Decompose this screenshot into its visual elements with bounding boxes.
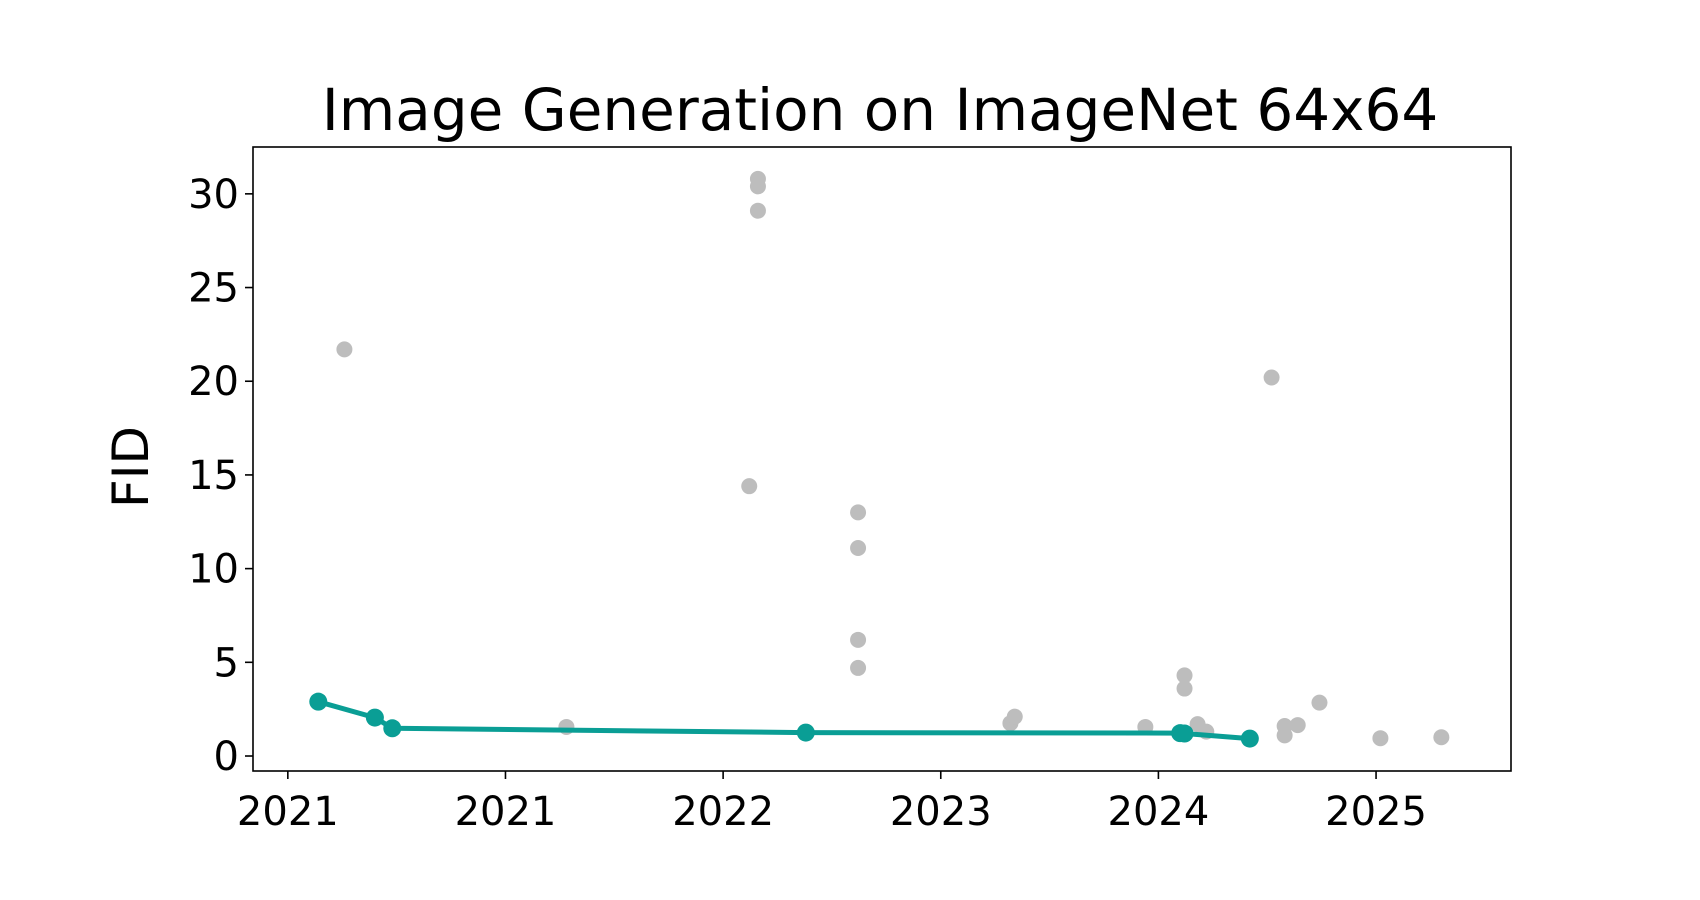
- y-axis-label: FID: [102, 426, 160, 508]
- frontier-point: [383, 719, 402, 738]
- scatter-point: [1176, 667, 1193, 684]
- y-tick-label: 10: [188, 547, 239, 593]
- y-tick-label: 30: [188, 172, 239, 218]
- scatter-point: [1311, 694, 1328, 711]
- scatter-point: [850, 540, 867, 557]
- scatter-point: [741, 478, 758, 495]
- scatter-point: [336, 341, 353, 358]
- scatter-point: [1263, 369, 1280, 386]
- x-tick-label: 2024: [1108, 789, 1210, 835]
- scatter-point: [850, 631, 867, 648]
- y-tick-label: 15: [188, 453, 239, 499]
- frontier-point: [365, 708, 384, 727]
- x-tick-label: 2022: [672, 789, 774, 835]
- scatter-point: [850, 659, 867, 676]
- y-tick-label: 20: [188, 359, 239, 405]
- x-tick-label: 2025: [1325, 789, 1427, 835]
- data-marks: [309, 170, 1450, 748]
- scatter-point: [1372, 730, 1389, 747]
- scatter-point: [1276, 727, 1293, 744]
- scatter-point: [1006, 708, 1023, 725]
- scatter-point: [1176, 680, 1193, 697]
- scatter-point: [1289, 717, 1306, 734]
- frontier-point: [1175, 724, 1194, 743]
- x-tick-label: 2021: [455, 789, 557, 835]
- y-tick-label: 25: [188, 266, 239, 312]
- x-tick-label: 2023: [890, 789, 992, 835]
- frontier-point: [309, 692, 328, 711]
- scatter-point: [749, 178, 766, 195]
- x-tick-label: 2021: [237, 789, 339, 835]
- scatter-point: [749, 202, 766, 219]
- y-tick-label: 5: [214, 640, 239, 686]
- y-tick-label: 0: [214, 734, 239, 780]
- scatter-point: [1433, 729, 1450, 746]
- chart-title: Image Generation on ImageNet 64x64: [322, 76, 1439, 144]
- plot-frame: [252, 146, 1512, 772]
- scatter-point: [850, 504, 867, 521]
- frontier-point: [796, 723, 815, 742]
- frontier-line: [315, 699, 1253, 742]
- frontier-point: [1240, 729, 1259, 748]
